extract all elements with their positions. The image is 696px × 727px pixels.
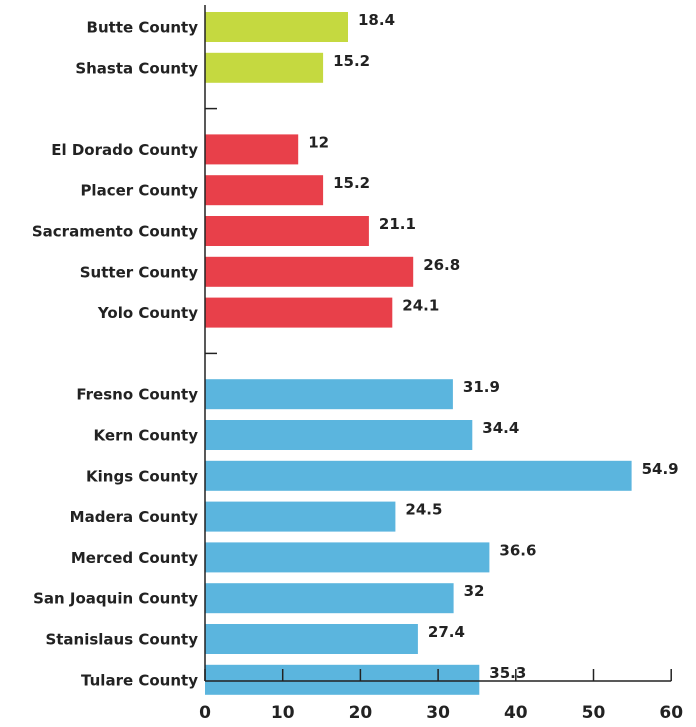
- bar-kings-county: [205, 460, 632, 491]
- x-tick-label-50: 50: [582, 703, 606, 723]
- category-label-merced-county: Merced County: [71, 549, 198, 567]
- bar-yolo-county: [205, 297, 393, 328]
- axis-layer: 0 10 20 30 40 50 60: [199, 5, 683, 723]
- bar-madera-county: [205, 501, 396, 532]
- value-label-butte-county: 18.4: [358, 11, 395, 29]
- bar-placer-county: [205, 175, 324, 206]
- bar-butte-county: [205, 12, 348, 42]
- category-label-tulare-county: Tulare County: [81, 671, 198, 689]
- category-label-kern-county: Kern County: [94, 427, 199, 445]
- value-label-sutter-county: 26.8: [423, 256, 460, 274]
- category-label-stanislaus-county: Stanislaus County: [45, 631, 198, 649]
- value-label-kern-county: 34.4: [482, 419, 519, 437]
- value-label-tulare-county: 35.3: [489, 664, 526, 682]
- bar-stanislaus-county: [205, 624, 418, 654]
- bar-el-dorado-county: [205, 134, 299, 165]
- bar-fresno-county: [205, 379, 453, 410]
- category-label-madera-county: Madera County: [70, 508, 199, 526]
- value-label-stanislaus-county: 27.4: [428, 623, 465, 641]
- bar-merced-county: [205, 542, 490, 573]
- x-tick-label-10: 10: [271, 703, 295, 723]
- value-label-san-joaquin-county: 32: [464, 582, 485, 600]
- category-label-sutter-county: Sutter County: [80, 263, 198, 281]
- category-label-yolo-county: Yolo County: [97, 304, 198, 322]
- bar-sacramento-county: [205, 216, 369, 246]
- category-label-butte-county: Butte County: [87, 19, 199, 37]
- value-label-shasta-county: 15.2: [333, 52, 370, 70]
- bar-kern-county: [205, 420, 473, 450]
- bar-sutter-county: [205, 256, 414, 287]
- category-label-el-dorado-county: El Dorado County: [51, 141, 198, 159]
- value-label-fresno-county: 31.9: [463, 378, 500, 396]
- category-label-placer-county: Placer County: [80, 182, 198, 200]
- bar-san-joaquin-county: [205, 583, 454, 614]
- value-label-kings-county: 54.9: [642, 460, 679, 478]
- x-tick-label-0: 0: [199, 703, 211, 723]
- bars-layer: [205, 12, 632, 695]
- labels-layer: Butte County 18.4 Shasta County 15.2 El Dora…: [32, 11, 679, 689]
- value-label-yolo-county: 24.1: [402, 297, 439, 315]
- bar-tulare-county: [205, 664, 480, 695]
- value-label-merced-county: 36.6: [499, 541, 536, 559]
- x-tick-label-30: 30: [426, 703, 450, 723]
- bar-shasta-county: [205, 52, 324, 83]
- value-label-el-dorado-county: 12: [308, 133, 329, 151]
- category-label-sacramento-county: Sacramento County: [32, 223, 198, 241]
- x-tick-label-40: 40: [504, 703, 528, 723]
- category-label-san-joaquin-county: San Joaquin County: [33, 590, 198, 608]
- value-label-sacramento-county: 21.1: [379, 215, 416, 233]
- category-label-shasta-county: Shasta County: [75, 59, 198, 77]
- x-tick-label-20: 20: [349, 703, 373, 723]
- value-label-placer-county: 15.2: [333, 174, 370, 192]
- value-label-madera-county: 24.5: [405, 501, 442, 519]
- category-label-fresno-county: Fresno County: [76, 386, 198, 404]
- x-tick-label-60: 60: [659, 703, 683, 723]
- category-label-kings-county: Kings County: [86, 467, 198, 485]
